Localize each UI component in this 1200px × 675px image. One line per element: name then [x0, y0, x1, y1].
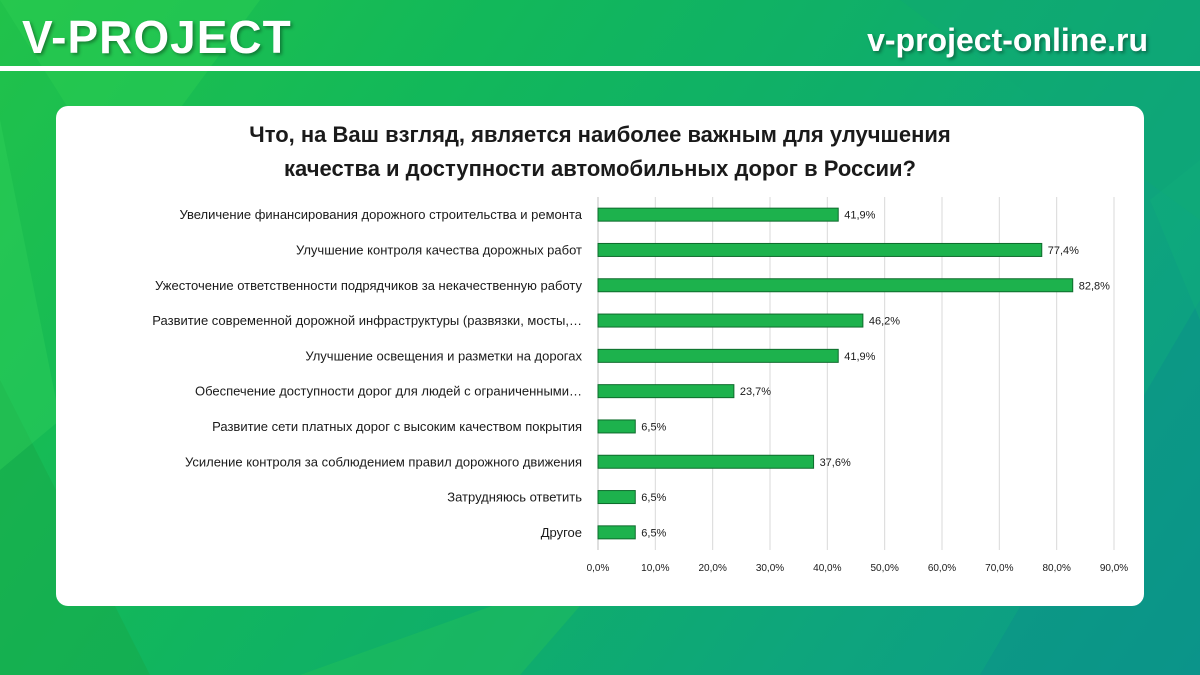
site-url: v-project-online.ru	[867, 22, 1148, 58]
x-tick-label: 80,0%	[1042, 563, 1070, 574]
x-tick-label: 70,0%	[985, 563, 1013, 574]
category-label: Усиление контроля за соблюдением правил …	[185, 454, 582, 469]
bar	[597, 207, 839, 222]
data-label: 23,7%	[740, 386, 771, 398]
bar	[597, 525, 636, 540]
category-label: Ужесточение ответственности подрядчиков …	[155, 278, 583, 293]
category-label: Затрудняюсь ответить	[447, 490, 582, 505]
header-divider	[0, 66, 1200, 71]
chart-title-line-1: Что, на Ваш взгляд, является наиболее ва…	[249, 122, 951, 147]
category-label: Другое	[541, 525, 582, 540]
data-label: 37,6%	[820, 457, 851, 469]
data-label: 82,8%	[1079, 280, 1110, 292]
category-label: Улучшение контроля качества дорожных раб…	[296, 242, 582, 257]
bar	[597, 384, 735, 399]
x-tick-label: 30,0%	[756, 563, 784, 574]
x-tick-label: 50,0%	[870, 563, 898, 574]
data-label: 41,9%	[844, 210, 875, 222]
x-tick-label: 60,0%	[928, 563, 956, 574]
x-tick-label: 40,0%	[813, 563, 841, 574]
category-label: Развитие сети платных дорог с высоким ка…	[212, 419, 582, 434]
chart-card: Что, на Ваш взгляд, является наиболее ва…	[56, 106, 1144, 606]
category-label: Развитие современной дорожной инфраструк…	[152, 313, 582, 328]
bar	[597, 348, 839, 363]
category-label: Обеспечение доступности дорог для людей …	[195, 384, 582, 399]
brand-logo: V-PROJECT	[22, 11, 292, 63]
chart-title: Что, на Ваш взгляд, является наиболее ва…	[56, 118, 1144, 186]
x-tick-label: 10,0%	[641, 563, 669, 574]
category-label: Увеличение финансирования дорожного стро…	[179, 207, 582, 222]
bar	[597, 313, 864, 328]
data-label: 41,9%	[844, 351, 875, 363]
category-label: Улучшение освещения и разметки на дорога…	[305, 348, 582, 363]
data-label: 6,5%	[641, 421, 666, 433]
x-tick-label: 90,0%	[1100, 563, 1128, 574]
bar	[597, 419, 636, 434]
x-tick-label: 20,0%	[698, 563, 726, 574]
data-label: 6,5%	[641, 527, 666, 539]
data-label: 6,5%	[641, 492, 666, 504]
bar-chart: Увеличение финансирования дорожного стро…	[152, 197, 1128, 574]
data-label: 46,2%	[869, 316, 900, 328]
x-tick-label: 0,0%	[587, 563, 610, 574]
bar	[597, 242, 1043, 257]
chart-title-line-2: качества и доступности автомобильных дор…	[284, 156, 916, 181]
bar	[597, 454, 815, 469]
bar	[597, 490, 636, 505]
data-label: 77,4%	[1048, 245, 1079, 257]
bar	[597, 278, 1074, 293]
